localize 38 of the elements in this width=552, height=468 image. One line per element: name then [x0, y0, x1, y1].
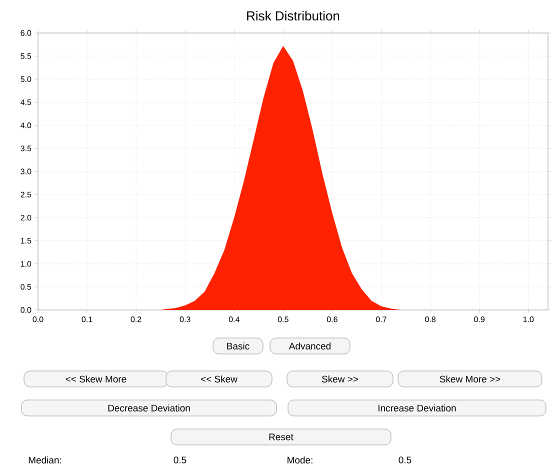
y-tick-label: 1.0: [20, 260, 32, 267]
y-tick-label: 3.0: [20, 168, 32, 174]
text: << Skew: [200, 375, 238, 382]
x-tick-label: 0.0: [32, 316, 44, 322]
x-tick-label: 0.1: [82, 316, 92, 322]
x-tick-label: 0.8: [425, 316, 436, 322]
text: Basic: [227, 342, 250, 350]
text: 0.5: [398, 456, 412, 464]
x-tick-label: 0.2: [130, 316, 142, 322]
x-tick-label: 0.3: [180, 316, 190, 322]
y-tick-label: 0.0: [20, 307, 32, 313]
text: Median:: [28, 456, 62, 464]
text: Increase Deviation: [378, 404, 456, 412]
y-tick-label: 1.5: [20, 238, 32, 244]
x-tick-label: 1.0: [523, 316, 534, 322]
text: Mode:: [288, 456, 312, 464]
text: Skew >>: [322, 375, 358, 382]
y-tick-label: 4.5: [20, 99, 32, 106]
y-tick-label: 0.5: [20, 284, 32, 290]
y-tick-label: 2.5: [20, 192, 32, 198]
text: Advanced: [288, 342, 331, 350]
text: << Skew More: [66, 375, 126, 382]
x-tick-label: 0.9: [474, 316, 485, 322]
y-tick-label: 6.0: [20, 30, 32, 36]
y-tick-label: 3.5: [20, 146, 32, 152]
text: Decrease Deviation: [108, 404, 190, 412]
y-tick-label: 5.5: [20, 53, 32, 59]
x-tick-label: 0.6: [326, 316, 338, 322]
x-tick-label: 0.4: [228, 316, 240, 322]
y-tick-label: 2.0: [20, 214, 32, 220]
x-tick-label: 0.5: [278, 316, 288, 322]
text: Skew More >>: [440, 375, 500, 382]
x-tick-label: 0.7: [376, 316, 386, 322]
text: 0.5: [174, 456, 186, 464]
chart-title: Risk Distribution: [247, 10, 340, 20]
y-tick-label: 5.0: [20, 76, 32, 82]
y-tick-label: 4.0: [20, 122, 32, 128]
text: Reset: [269, 434, 294, 440]
